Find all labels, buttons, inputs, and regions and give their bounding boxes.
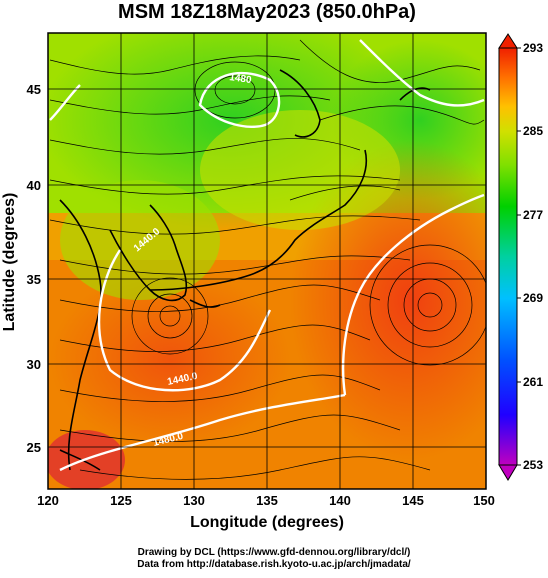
x-tick-label: 130 [183,493,205,508]
colorbar-bottom-triangle [498,464,518,481]
x-axis-ticks: 120 125 130 135 140 145 150 [37,493,495,508]
coastlines [59,69,431,471]
colorbar-tick-label: 261 [523,375,543,389]
map-title: MSM 18Z18May2023 (850.0hPa) [118,1,416,23]
x-tick-label: 125 [110,493,132,508]
x-tick-label: 120 [37,493,59,508]
colorbar-tick-label: 285 [523,124,543,138]
y-axis-ticks: 25 30 35 40 45 [27,82,41,455]
geopotential-contours [49,39,485,472]
colorbar-tick-label: 277 [523,208,543,222]
temperature-field [48,33,486,489]
colorbar-tick-label: 253 [523,458,543,472]
y-tick-label: 35 [27,272,41,287]
x-tick-label: 135 [256,493,278,508]
colorbar-tick-label: 293 [523,41,543,55]
y-axis-title: Latitude (degrees) [1,193,18,332]
y-tick-label: 25 [27,440,41,455]
colorbar: 293 285 277 269 261 253 [498,33,543,481]
x-tick-label: 145 [402,493,424,508]
colorbar-scale [498,47,518,466]
wind-streamlines [49,39,486,480]
contour-label: 1480 [229,72,253,86]
plot-frame [47,32,487,490]
x-tick-label: 150 [473,493,495,508]
x-axis-title: Longitude (degrees) [190,514,344,531]
colorbar-top-triangle [498,33,518,49]
y-tick-label: 45 [27,82,41,97]
map-gridlines [48,33,486,489]
colorbar-tick-label: 269 [523,291,543,305]
x-tick-label: 140 [329,493,351,508]
credit-data: Data from http://database.rish.kyoto-u.a… [137,559,411,570]
credit-drawing: Drawing by DCL (https://www.gfd-dennou.o… [137,547,411,558]
y-tick-label: 30 [27,357,41,372]
y-tick-label: 40 [27,178,41,193]
